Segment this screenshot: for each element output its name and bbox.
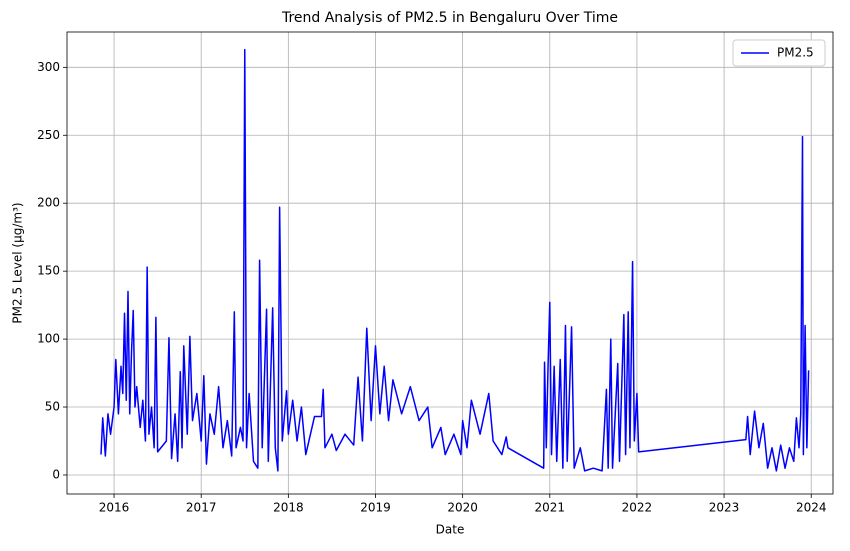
x-tick-label: 2019: [360, 501, 391, 515]
x-tick-label: 2022: [622, 501, 653, 515]
y-tick-label: 50: [45, 400, 60, 414]
legend-box: [732, 39, 826, 67]
chart-title: Trend Analysis of PM2.5 in Bengaluru Ove…: [281, 10, 618, 26]
x-tick-label: 2020: [447, 501, 478, 515]
y-tick-label: 200: [37, 196, 60, 210]
x-tick-label: 2017: [186, 501, 217, 515]
x-tick-label: 2023: [709, 501, 740, 515]
y-tick-label: 150: [37, 264, 60, 278]
y-axis-label: PM2.5 Level (μg/m³): [11, 202, 25, 323]
y-tick-label: 250: [37, 128, 60, 142]
x-tick-label: 2021: [535, 501, 566, 515]
x-tick-label: 2024: [796, 501, 827, 515]
y-tick-label: 0: [52, 467, 60, 481]
plot-frame: [66, 31, 834, 495]
x-axis-label: Date: [436, 523, 465, 537]
x-tick-label: 2018: [273, 501, 304, 515]
legend-label: PM2.5: [777, 46, 814, 60]
x-tick-label: 2016: [99, 501, 130, 515]
y-tick-label: 100: [37, 332, 60, 346]
y-tick-label: 300: [37, 60, 60, 74]
data-line: [100, 48, 810, 472]
